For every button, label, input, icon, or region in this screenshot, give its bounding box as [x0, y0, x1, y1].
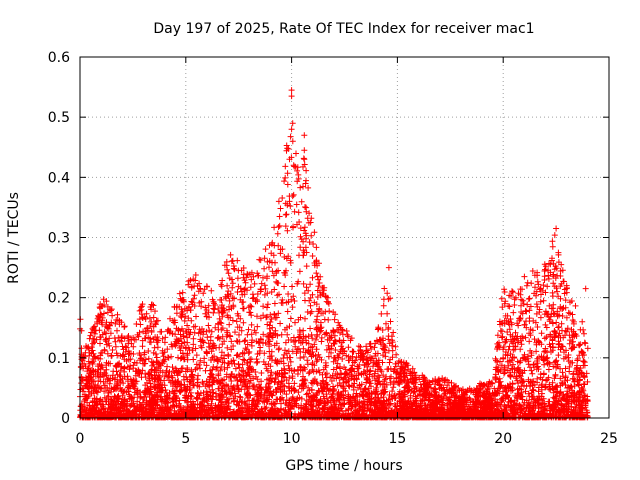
y-tick-label: 0.3 — [48, 231, 70, 247]
y-tick-label: 0.1 — [48, 351, 70, 367]
y-axis: 0 0.1 0.2 0.3 0.4 0.5 0.6 — [48, 50, 609, 427]
x-axis: 0 5 10 15 20 25 — [76, 57, 618, 447]
y-tick-label: 0 — [61, 411, 70, 427]
x-tick-label: 5 — [181, 431, 190, 447]
y-axis-label: ROTI / TECUs — [6, 192, 22, 284]
y-tick-label: 0.5 — [48, 110, 70, 126]
x-tick-label: 0 — [76, 431, 85, 447]
chart-title: Day 197 of 2025, Rate Of TEC Index for r… — [153, 21, 534, 37]
x-axis-label: GPS time / hours — [285, 458, 402, 474]
x-tick-label: 15 — [388, 431, 406, 447]
x-tick-label: 10 — [283, 431, 301, 447]
y-tick-label: 0.6 — [48, 50, 70, 66]
x-tick-label: 20 — [494, 431, 512, 447]
x-tick-label: 25 — [600, 431, 618, 447]
roti-points-series — [77, 87, 591, 421]
y-tick-label: 0.4 — [48, 170, 70, 186]
y-tick-label: 0.2 — [48, 291, 70, 307]
data-points — [77, 87, 591, 421]
